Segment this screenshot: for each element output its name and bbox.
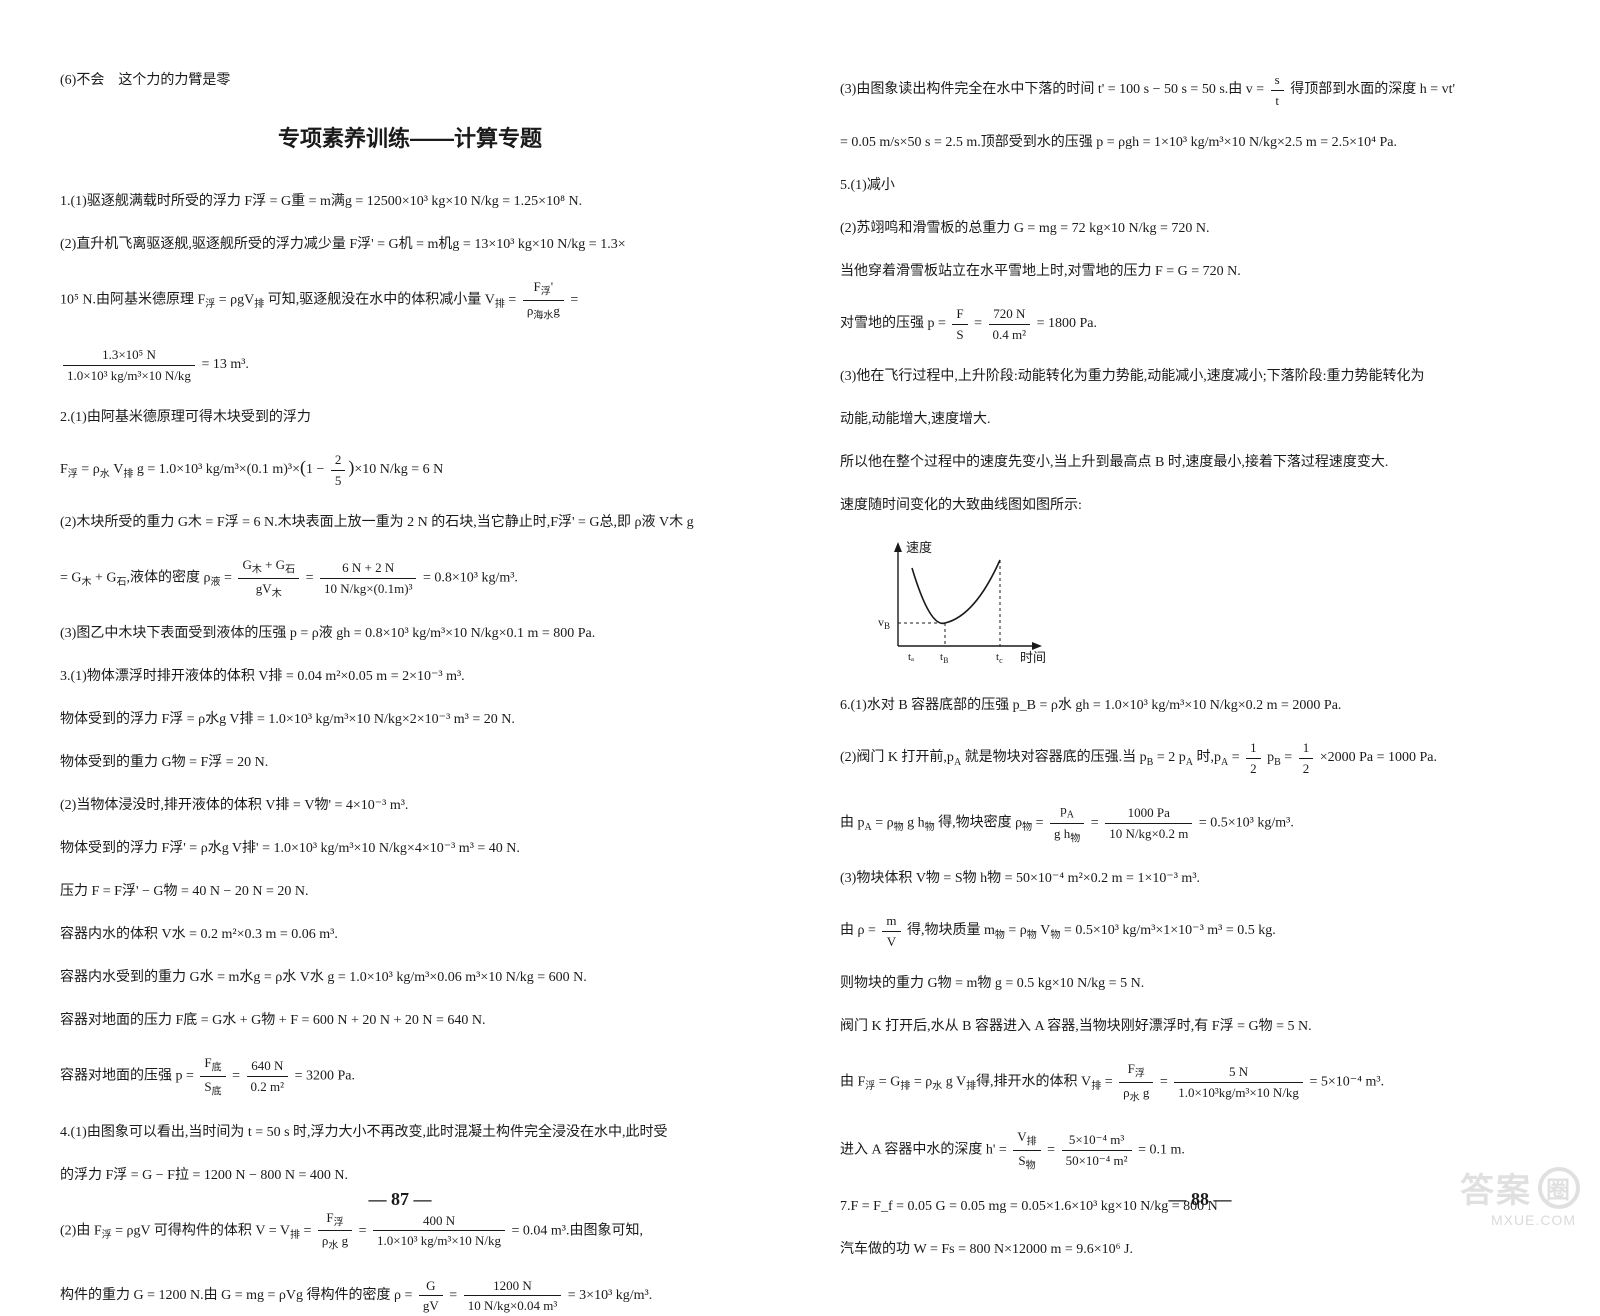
text-line: 4.(1)由图象可以看出,当时间为 t = 50 s 时,浮力大小不再改变,此时… xyxy=(60,1122,760,1143)
text-line: 6.(1)水对 B 容器底部的压强 p_B = ρ水 gh = 1.0×10³ … xyxy=(840,695,1540,716)
graph-svg: 速度 时间 vB tₐ tB tc xyxy=(870,538,1060,668)
q6-note: (6)不会 这个力的力臂是零 xyxy=(60,70,760,91)
text-line: 容器内水受到的重力 G水 = m水g = ρ水 V水 g = 1.0×10³ k… xyxy=(60,967,760,988)
svg-text:tₐ: tₐ xyxy=(908,651,914,663)
text-line: (2)阀门 K 打开前,pA 就是物块对容器底的压强.当 pB = 2 pA 时… xyxy=(840,738,1540,778)
text-line: 5.(1)减小 xyxy=(840,175,1540,196)
text-line: 则物块的重力 G物 = m物 g = 0.5 kg×10 N/kg = 5 N. xyxy=(840,973,1540,994)
page-number-left: — 87 — xyxy=(0,1189,800,1210)
text-line: (2)直升机飞离驱逐舰,驱逐舰所受的浮力减少量 F浮' = G机 = m机g =… xyxy=(60,234,760,255)
watermark-text: 答案 xyxy=(1460,1163,1532,1212)
svg-text:tB: tB xyxy=(940,651,948,665)
text-line: (2)当物体浸没时,排开液体的体积 V排 = V物' = 4×10⁻³ m³. xyxy=(60,795,760,816)
text-line: 10⁵ N.由阿基米德原理 F浮 = ρgV排 可知,驱逐舰没在水中的体积减小量… xyxy=(60,277,760,323)
text-line: 物体受到的重力 G物 = F浮 = 20 N. xyxy=(60,752,760,773)
text-line: 3.(1)物体漂浮时排开液体的体积 V排 = 0.04 m²×0.05 m = … xyxy=(60,666,760,687)
watermark: 答案 圈 xyxy=(1460,1163,1580,1212)
text-line: = G木 + G石,液体的密度 ρ液 = G木 + G石gV木 = 6 N + … xyxy=(60,555,760,601)
text-line: 由 F浮 = G排 = ρ水 g V排得,排开水的体积 V排 = F浮ρ水 g … xyxy=(840,1059,1540,1105)
text-line: (2)由 F浮 = ρgV 可得构件的体积 V = V排 = F浮ρ水 g = … xyxy=(60,1208,760,1254)
text-line: 1.3×10⁵ N1.0×10³ kg/m³×10 N/kg = 13 m³. xyxy=(60,345,760,385)
text-line: 由 pA = ρ物 g h物 得,物块密度 ρ物 = pAg h物 = 1000… xyxy=(840,800,1540,846)
text-line: 动能,动能增大,速度增大. xyxy=(840,409,1540,430)
text-line: F浮 = ρ水 V排 g = 1.0×10³ kg/m³×(0.1 m)³×(1… xyxy=(60,450,760,490)
text-line: (3)图乙中木块下表面受到液体的压强 p = ρ液 gh = 0.8×10³ k… xyxy=(60,623,760,644)
x-axis-label: 时间 xyxy=(1020,650,1046,665)
text-line: 对雪地的压强 p = FS = 720 N0.4 m² = 1800 Pa. xyxy=(840,304,1540,344)
y-axis-label: 速度 xyxy=(906,540,932,555)
text-line: (2)木块所受的重力 G木 = F浮 = 6 N.木块表面上放一重为 2 N 的… xyxy=(60,512,760,533)
text-line: 阀门 K 打开后,水从 B 容器进入 A 容器,当物块刚好漂浮时,有 F浮 = … xyxy=(840,1016,1540,1037)
text-line: 物体受到的浮力 F浮' = ρ水g V排' = 1.0×10³ kg/m³×10… xyxy=(60,838,760,859)
text-line: 速度随时间变化的大致曲线图如图所示: xyxy=(840,495,1540,516)
text-line: (3)他在飞行过程中,上升阶段:动能转化为重力势能,动能减小,速度减小;下落阶段… xyxy=(840,366,1540,387)
text-line: 容器对地面的压力 F底 = G水 + G物 + F = 600 N + 20 N… xyxy=(60,1010,760,1031)
text-line: 1.(1)驱逐舰满载时所受的浮力 F浮 = G重 = m满g = 12500×1… xyxy=(60,191,760,212)
svg-text:vB: vB xyxy=(878,615,890,631)
speed-time-graph: 速度 时间 vB tₐ tB tc xyxy=(870,538,1540,673)
svg-text:tc: tc xyxy=(996,651,1003,665)
text-line: (3)由图象读出构件完全在水中下落的时间 t' = 100 s − 50 s =… xyxy=(840,70,1540,110)
text-line: 由 ρ = mV 得,物块质量 m物 = ρ物 V物 = 0.5×10³ kg/… xyxy=(840,911,1540,951)
text-line: 当他穿着滑雪板站立在水平雪地上时,对雪地的压力 F = G = 720 N. xyxy=(840,261,1540,282)
text-line: 汽车做的功 W = Fs = 800 N×12000 m = 9.6×10⁶ J… xyxy=(840,1239,1540,1260)
section-title: 专项素养训练——计算专题 xyxy=(60,121,760,153)
text-line: 的浮力 F浮 = G − F拉 = 1200 N − 800 N = 400 N… xyxy=(60,1165,760,1186)
text-line: 2.(1)由阿基米德原理可得木块受到的浮力 xyxy=(60,407,760,428)
text-line: 进入 A 容器中水的深度 h' = V排S物 = 5×10⁻⁴ m³50×10⁻… xyxy=(840,1127,1540,1173)
text-line: 容器内水的体积 V水 = 0.2 m²×0.3 m = 0.06 m³. xyxy=(60,924,760,945)
text-line: 压力 F = F浮' − G物 = 40 N − 20 N = 20 N. xyxy=(60,881,760,902)
text-line: 物体受到的浮力 F浮 = ρ水g V排 = 1.0×10³ kg/m³×10 N… xyxy=(60,709,760,730)
text-line: 容器对地面的压强 p = F底S底 = 640 N0.2 m² = 3200 P… xyxy=(60,1053,760,1099)
text-line: (2)苏翊鸣和滑雪板的总重力 G = mg = 72 kg×10 N/kg = … xyxy=(840,218,1540,239)
text-line: = 0.05 m/s×50 s = 2.5 m.顶部受到水的压强 p = ρgh… xyxy=(840,132,1540,153)
watermark-url: MXUE.COM xyxy=(1491,1212,1576,1228)
text-line: (3)物块体积 V物 = S物 h物 = 50×10⁻⁴ m²×0.2 m = … xyxy=(840,868,1540,889)
text-line: 构件的重力 G = 1200 N.由 G = mg = ρVg 得构件的密度 ρ… xyxy=(60,1276,760,1316)
watermark-badge-icon: 圈 xyxy=(1538,1167,1580,1209)
text-line: 所以他在整个过程中的速度先变小,当上升到最高点 B 时,速度最小,接着下落过程速… xyxy=(840,452,1540,473)
